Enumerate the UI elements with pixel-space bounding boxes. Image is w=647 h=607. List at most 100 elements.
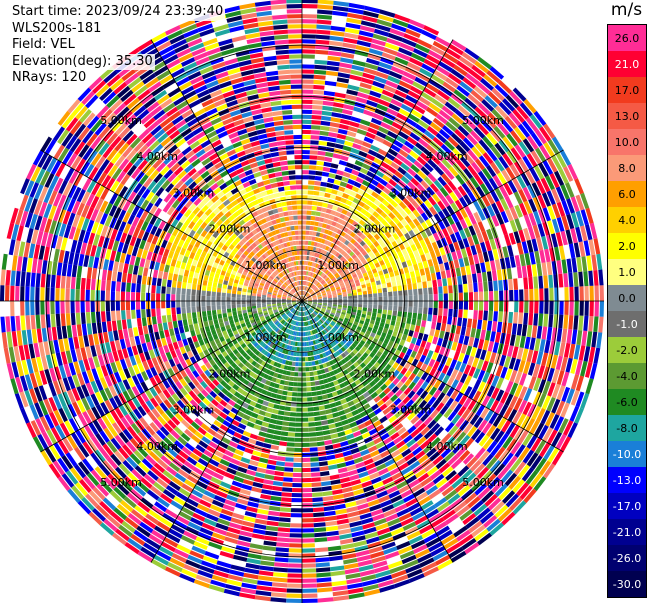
velocity-cell — [311, 125, 321, 130]
velocity-cell — [378, 126, 389, 135]
velocity-cell — [536, 237, 544, 251]
velocity-cell — [133, 105, 147, 117]
velocity-cell — [156, 254, 163, 263]
velocity-cell — [426, 125, 439, 136]
velocity-cell — [309, 155, 318, 160]
velocity-cell — [506, 267, 513, 280]
velocity-cell — [274, 257, 279, 263]
velocity-cell — [161, 301, 166, 309]
velocity-cell — [233, 87, 246, 95]
velocity-cell — [245, 227, 252, 234]
velocity-cell — [385, 262, 392, 269]
velocity-cell — [183, 209, 192, 218]
velocity-cell — [270, 260, 275, 265]
velocity-cell — [430, 45, 446, 56]
velocity-cell — [499, 185, 509, 198]
velocity-cell — [284, 275, 288, 280]
velocity-cell — [355, 282, 361, 287]
velocity-cell — [441, 105, 454, 117]
velocity-cell — [520, 172, 531, 187]
velocity-cell — [302, 205, 307, 210]
velocity-cell — [259, 97, 271, 104]
velocity-cell — [438, 109, 451, 121]
velocity-cell — [565, 182, 575, 198]
velocity-cell — [428, 234, 436, 244]
velocity-cell — [353, 138, 364, 145]
velocity-cell — [507, 180, 518, 194]
velocity-cell — [214, 28, 231, 37]
velocity-cell — [378, 61, 393, 70]
velocity-cell — [266, 132, 276, 138]
velocity-cell — [402, 71, 417, 81]
velocity-cell — [265, 70, 279, 77]
velocity-cell — [298, 235, 302, 240]
velocity-cell — [560, 150, 572, 166]
velocity-cell — [558, 273, 564, 288]
velocity-cell — [343, 204, 350, 211]
velocity-cell — [324, 229, 330, 235]
velocity-cell — [583, 240, 591, 256]
velocity-cell — [366, 99, 378, 108]
velocity-cell — [309, 225, 314, 231]
velocity-cell — [127, 191, 137, 203]
velocity-cell — [173, 96, 186, 106]
velocity-cell — [340, 273, 346, 278]
velocity-cell — [234, 179, 243, 187]
velocity-cell — [380, 211, 388, 219]
velocity-cell — [352, 143, 362, 150]
velocity-cell — [215, 71, 229, 80]
velocity-cell — [201, 285, 207, 291]
velocity-cell — [253, 118, 265, 125]
velocity-cell — [305, 292, 308, 297]
velocity-cell — [213, 319, 219, 325]
velocity-cell — [216, 211, 224, 219]
velocity-cell — [468, 292, 474, 301]
velocity-cell — [311, 205, 317, 211]
velocity-cell — [459, 229, 467, 240]
velocity-cell — [126, 133, 138, 146]
velocity-cell — [442, 81, 456, 93]
velocity-cell — [425, 54, 441, 65]
velocity-cell — [198, 192, 207, 201]
velocity-cell — [288, 257, 292, 262]
velocity-cell — [307, 297, 312, 300]
velocity-cell — [218, 38, 233, 47]
velocity-cell — [226, 301, 231, 305]
velocity-cell — [140, 301, 146, 310]
velocity-cell — [406, 154, 416, 164]
velocity-cell — [519, 102, 533, 117]
velocity-cell — [269, 254, 274, 260]
velocity-cell — [390, 66, 405, 75]
velocity-cell — [550, 233, 558, 248]
velocity-cell — [141, 309, 146, 318]
velocity-cell — [60, 313, 66, 327]
velocity-cell — [295, 292, 299, 297]
velocity-cell — [310, 291, 315, 295]
velocity-cell — [240, 69, 254, 77]
velocity-cell — [358, 87, 371, 95]
velocity-cell — [365, 131, 376, 140]
velocity-cell — [501, 169, 512, 183]
velocity-cell — [257, 258, 263, 264]
velocity-cell — [340, 237, 347, 244]
velocity-cell — [311, 278, 315, 283]
velocity-cell — [474, 158, 486, 171]
velocity-cell — [280, 266, 284, 271]
velocity-cell — [250, 140, 261, 147]
velocity-cell — [477, 272, 483, 283]
velocity-cell — [111, 310, 116, 321]
velocity-cell — [331, 290, 336, 293]
velocity-cell — [516, 242, 524, 255]
velocity-cell — [202, 37, 218, 47]
velocity-cell — [537, 209, 547, 223]
velocity-cell — [233, 163, 243, 171]
velocity-cell — [246, 126, 257, 133]
velocity-cell — [135, 301, 141, 310]
velocity-cell — [85, 278, 91, 290]
velocity-cell — [57, 147, 69, 163]
velocity-cell — [155, 187, 165, 197]
velocity-cell — [308, 299, 313, 301]
velocity-cell — [396, 221, 404, 230]
velocity-cell — [293, 134, 302, 140]
